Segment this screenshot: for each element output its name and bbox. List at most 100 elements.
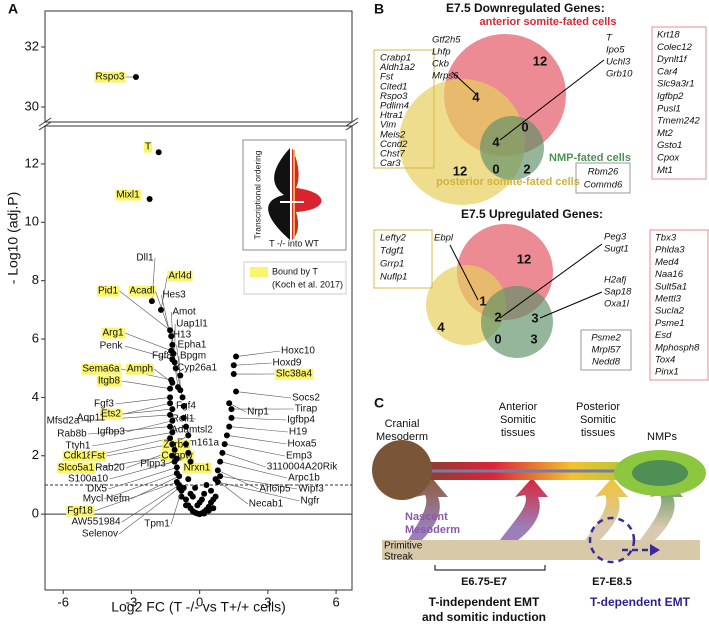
tissue-label: tissues (501, 427, 536, 439)
point-label: Arg1 (102, 328, 124, 339)
leader-line (235, 391, 292, 399)
gene-name: Fst (380, 72, 394, 83)
point (182, 496, 189, 503)
point-label: Mixl1 (116, 190, 140, 201)
point-label: Dll1 (136, 253, 154, 264)
point (180, 403, 187, 410)
gene-name: Oxa1l (604, 299, 630, 310)
point-label: Arl6ip5 (259, 484, 291, 495)
highlight (101, 327, 125, 339)
arrow (408, 478, 448, 540)
venn-count: 3 (531, 310, 538, 325)
point (185, 449, 192, 456)
venn-count: 3 (530, 331, 537, 346)
point-label: Selenov (82, 529, 118, 540)
y-tick-label: 2 (32, 447, 39, 462)
callout-line (499, 243, 603, 319)
leader-line (215, 478, 248, 505)
set-label: posterior somite-fated cells (436, 176, 580, 188)
callout-line (499, 59, 605, 141)
gene-box (373, 49, 435, 169)
point (155, 149, 162, 156)
point-label: Hes3 (162, 290, 186, 301)
point-label: H13 (173, 330, 192, 341)
gene-name: Tox4 (655, 355, 675, 366)
highlight (81, 363, 122, 375)
point (182, 502, 189, 509)
point-label: Cyp26a1 (177, 363, 217, 374)
point (169, 429, 176, 436)
inset-x-label: T -/- into WT (269, 238, 319, 248)
arrow (500, 478, 548, 540)
point (167, 385, 174, 392)
x-tick-label: -6 (57, 594, 69, 609)
point-label: Hoxd9 (273, 358, 302, 369)
inset-y-label: Transcriptional ordering (252, 150, 262, 239)
gene-name: Nedd8 (592, 357, 621, 368)
cranial-mesoderm (372, 440, 432, 500)
gene-box (373, 229, 433, 289)
point-label: Slc38a4 (276, 369, 313, 380)
point (172, 365, 179, 372)
point (214, 467, 221, 474)
point-label: Arpc1b (288, 473, 320, 484)
point-label: Aqp11 (77, 413, 106, 424)
highlight (96, 375, 122, 387)
point (173, 464, 180, 471)
point-label: Dlx5 (87, 484, 107, 495)
gene-name: Tdgf1 (380, 246, 404, 257)
venn-count: 0 (521, 119, 528, 134)
point-label: Fst (91, 451, 105, 462)
y-tick-label: 4 (32, 389, 39, 404)
point (230, 371, 237, 378)
point (208, 487, 215, 494)
gene-name: Sugt1 (604, 244, 629, 255)
arrow (585, 478, 628, 540)
gene-name: Psme2 (591, 333, 621, 344)
venn-title: E7.5 Upregulated Genes: (461, 207, 603, 221)
leader-line (93, 437, 171, 457)
gene-name: Med4 (655, 257, 679, 268)
point-label: Fgf18 (67, 506, 93, 517)
point-label: Rab20 (95, 463, 125, 474)
gene-name: Pusl1 (657, 103, 681, 114)
point (177, 387, 184, 394)
leader-line (217, 481, 300, 502)
venn-count: 4 (472, 89, 480, 104)
point (228, 414, 235, 421)
set-label: anterior somite-fated cells (480, 16, 617, 28)
gene-name: Naa16 (655, 269, 684, 280)
legend-label: (Koch et al. 2017) (272, 279, 343, 289)
gene-name: Dynlt1f (657, 54, 688, 65)
leader-line (118, 487, 180, 535)
point-label: Tpm1 (144, 519, 170, 530)
point (203, 481, 210, 488)
point-label: Zcrb1 (163, 440, 189, 451)
gene-name: Tbx3 (655, 233, 677, 244)
point (182, 441, 189, 448)
point (230, 362, 237, 369)
point (169, 379, 176, 386)
leader-line (217, 470, 259, 490)
highlight (167, 270, 193, 282)
x-tick-label: 3 (264, 594, 271, 609)
gene-name: Sult5a1 (655, 281, 687, 292)
point (169, 417, 176, 424)
leader-line (222, 452, 266, 468)
gene-name: Cited1 (380, 81, 407, 92)
gene-name: Ipo5 (606, 45, 625, 56)
gene-name: Tmem242 (657, 116, 700, 127)
venn-count: 12 (517, 251, 531, 266)
caption: T-independent EMT (429, 595, 540, 609)
arrow-head (650, 544, 660, 556)
venn-count: 1 (479, 293, 486, 308)
point-label: 3110004A20Rik (267, 462, 338, 473)
point (185, 476, 192, 483)
gene-name: Lhfp (432, 47, 451, 58)
leader-line (224, 443, 285, 457)
gene-name: Cpox (657, 153, 680, 164)
point-label: Cdk18 (64, 451, 93, 462)
point-label: Bpgm (180, 351, 206, 362)
point (169, 441, 176, 448)
